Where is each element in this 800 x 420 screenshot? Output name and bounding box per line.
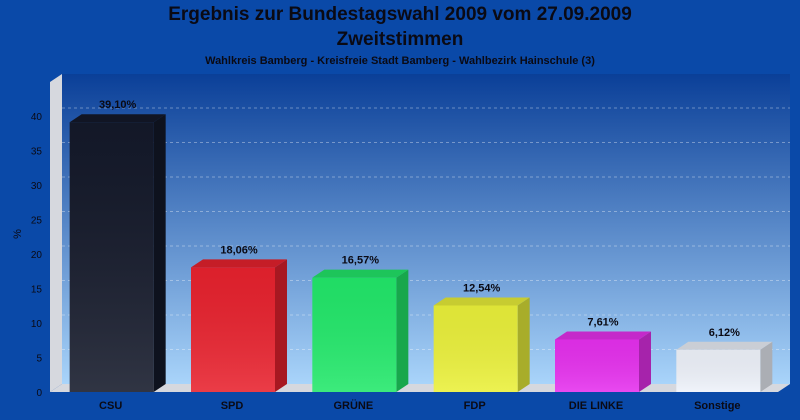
- y-tick-label: 35: [31, 147, 43, 158]
- bar-fdp: 12,54%: [433, 282, 530, 392]
- bar-highlight: [191, 267, 275, 392]
- bar-top: [433, 297, 530, 306]
- bar-grüne: 16,57%: [312, 255, 409, 392]
- bar-side: [275, 259, 287, 392]
- bar-side: [517, 297, 530, 392]
- y-tick-label: 0: [36, 388, 42, 399]
- x-axis: CSU SPD GRÜNE FDP DIE LINKE Sonstige: [99, 399, 741, 412]
- y-tick-label: 25: [31, 216, 43, 227]
- bar-highlight: [555, 339, 639, 392]
- bar-side: [396, 269, 409, 392]
- x-tick-label: GRÜNE: [333, 399, 373, 412]
- bar-csu: 39,10%: [69, 99, 166, 393]
- y-tick-label: 15: [31, 285, 43, 296]
- x-tick-label: FDP: [464, 400, 486, 412]
- data-label: 7,61%: [587, 316, 618, 328]
- bars: 39,10% 18,06% 16,57% 12,54% 7,61% 6,12%: [69, 99, 773, 393]
- data-label: 6,12%: [709, 327, 740, 339]
- bar-top: [676, 341, 773, 350]
- bar-side: [639, 331, 651, 392]
- bar-top: [312, 269, 409, 278]
- data-label: 39,10%: [99, 99, 137, 111]
- bar-side: [760, 341, 773, 392]
- bar-side: [153, 114, 166, 393]
- chart-title: Ergebnis zur Bundestagswahl 2009 vom 27.…: [168, 4, 632, 25]
- chart-caption: Wahlkreis Bamberg - Kreisfreie Stadt Bam…: [205, 55, 595, 67]
- bar-die-linke: 7,61%: [555, 316, 651, 392]
- bar-spd: 18,06%: [191, 244, 287, 392]
- bar-sonstige: 6,12%: [676, 327, 773, 392]
- y-axis: 0 5 10 15 20 25 30 35 40: [31, 112, 43, 399]
- bar-highlight: [676, 349, 761, 392]
- data-label: 16,57%: [342, 255, 380, 267]
- x-tick-label: SPD: [221, 400, 244, 412]
- y-tick-label: 30: [31, 181, 43, 192]
- bar-top: [555, 331, 651, 340]
- x-tick-label: CSU: [99, 400, 122, 412]
- data-label: 18,06%: [220, 244, 258, 256]
- x-tick-label: DIE LINKE: [569, 400, 623, 412]
- chart-subtitle: Zweitstimmen: [336, 29, 464, 50]
- x-tick-label: Sonstige: [694, 400, 740, 412]
- y-tick-label: 10: [31, 319, 43, 330]
- data-label: 12,54%: [463, 282, 501, 294]
- y-tick-label: 40: [31, 112, 43, 123]
- plot-background: [62, 74, 790, 384]
- bar-highlight: [312, 277, 397, 392]
- y-tick-label: 20: [31, 250, 43, 261]
- bar-top: [69, 114, 166, 123]
- y-tick-label: 5: [36, 354, 42, 365]
- y-axis-label: %: [12, 229, 24, 239]
- bar-top: [191, 259, 287, 268]
- plot-left-wall: [50, 74, 62, 392]
- bar-highlight: [433, 305, 518, 392]
- gridlines: [62, 107, 790, 350]
- bar-highlight: [69, 122, 154, 393]
